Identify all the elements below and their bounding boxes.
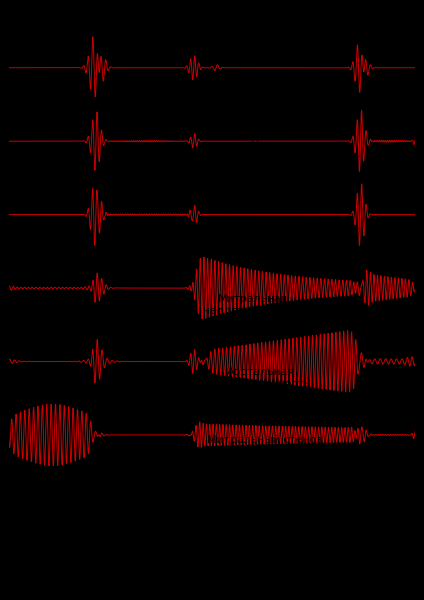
Text: Митральная
недостаточность: Митральная недостаточность: [203, 294, 302, 316]
Text: Диастола: Диастола: [24, 488, 80, 498]
Text: Открытый
артериальный проток: Открытый артериальный проток: [173, 475, 300, 497]
Text: Митральный стеноз: Митральный стеноз: [207, 435, 322, 445]
Text: 3-й: 3-й: [243, 5, 262, 18]
Text: Аортальная
недостаточность: Аортальная недостаточность: [211, 367, 310, 389]
Text: Фонокардиограмма нормальных
и патологических шумов сердца: Фонокардиограмма нормальных и патологиче…: [26, 529, 398, 572]
Text: Аортальный стеноз: Аортальный стеноз: [213, 215, 325, 224]
Text: 2-й: 2-й: [198, 5, 218, 18]
Text: Диастола: Диастола: [249, 488, 305, 498]
Text: Норма: Норма: [251, 140, 287, 150]
Text: Систола: Систола: [364, 488, 412, 498]
Text: 1-й: 1-й: [110, 5, 130, 18]
Text: Систола: Систола: [121, 488, 169, 498]
